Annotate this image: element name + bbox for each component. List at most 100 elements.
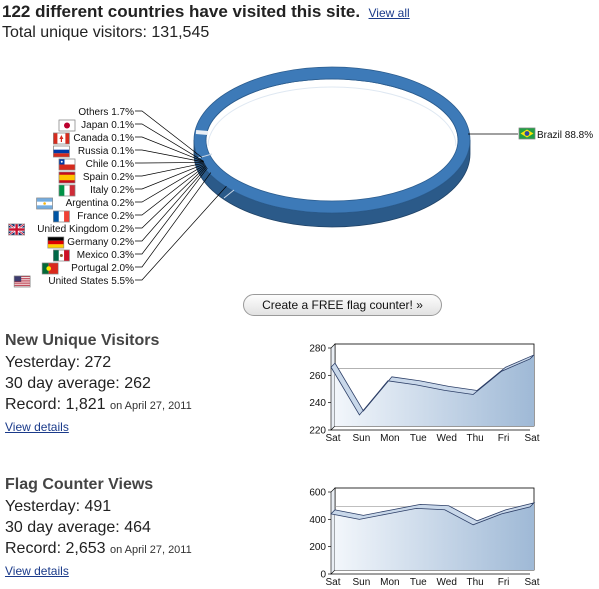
y-tick-label: 200 [309,542,326,553]
record-date: on April 27, 2011 [109,544,192,556]
ring-top [193,66,471,214]
x-tick-label: Sat [325,433,340,444]
country-label: United States 5.5% [48,276,134,287]
legend-item-spain: Spain 0.2% [58,162,205,184]
usa-flag-icon [13,275,31,288]
country-label: Brazil 88.8% [537,130,593,141]
country-label: Others 1.7% [78,107,134,118]
country-label: Canada 0.1% [73,133,134,144]
chile-flag-icon [58,158,76,171]
yesterday-value: Yesterday: 491 [5,498,112,515]
y-tick-label: 0 [320,570,326,581]
average-value: 30 day average: 464 [5,519,151,536]
view-details-link[interactable]: View details [5,564,69,578]
france-flag-icon [53,210,70,223]
record-value: Record: 2,653 [5,540,106,557]
country-label: Spain 0.2% [83,172,134,183]
area-ribbon [330,354,535,416]
y-tick-label: 220 [309,426,326,437]
y-tick-label: 600 [309,488,326,499]
x-tick-label: Sat [325,577,340,588]
legend-item-others: Others 1.7% [78,107,203,158]
legend-item-france: France 0.2% [53,165,206,223]
panel-title: New Unique Visitors [5,332,160,349]
brazil-flag-icon [518,127,536,140]
view-details-link[interactable]: View details [5,420,69,434]
x-tick-label: Sun [353,577,371,588]
y-tick-label: 400 [309,515,326,526]
legend-item-chile: Chile 0.1% [58,158,205,171]
germany-flag-icon [47,236,65,249]
canada-flag-icon [53,132,70,145]
create-flag-counter-button[interactable]: Create a FREE flag counter! » [243,294,442,316]
legend-item-italy: Italy 0.2% [58,163,205,197]
x-tick-label: Wed [437,433,457,444]
leader-line [135,166,207,242]
legend-item-united-states: United States 5.5% [13,185,227,288]
leader-line [135,163,205,190]
leader-line [135,166,207,229]
leader-line [135,185,227,281]
country-label: Argentina 0.2% [66,198,134,209]
x-tick-label: Thu [467,577,484,588]
legend-item-canada: Canada 0.1% [53,132,204,162]
country-label: Mexico 0.3% [77,250,134,261]
x-tick-label: Fri [498,433,510,444]
country-label: Japan 0.1% [81,120,134,131]
record-value: Record: 1,821 [5,396,106,413]
x-tick-label: Mon [380,433,399,444]
portugal-flag-icon [41,262,59,275]
x-tick-label: Sun [353,433,371,444]
area-ribbon [330,502,536,526]
x-tick-label: Tue [410,577,427,588]
leader-line [135,136,204,162]
leader-line [135,164,206,203]
area-fill [335,354,534,426]
leader-line [135,149,204,163]
average-value: 30 day average: 262 [5,375,151,392]
country-label: United Kingdom 0.2% [37,224,134,235]
leader-line [135,162,205,177]
country-label: Chile 0.1% [86,159,134,170]
flag-views-chart: 0 200 400 600 Sat Sun Mon Tue Wed Thu Fri Sat [309,487,540,588]
x-tick-label: Tue [410,433,427,444]
legend-item-argentina: Argentina 0.2% [36,164,206,210]
country-label: Russia 0.1% [78,146,134,157]
record-date: on April 27, 2011 [109,400,192,412]
uk-flag-icon [8,223,26,236]
legend-item-germany: Germany 0.2% [47,166,207,249]
x-tick-label: Mon [380,577,399,588]
legend-item-japan: Japan 0.1% [58,119,204,162]
country-ring-chart: Others 1.7% Japan 0.1% Canada 0.1% Russia 0… [8,66,593,288]
italy-flag-icon [58,184,76,197]
yesterday-value: Yesterday: 272 [5,354,112,371]
y-tick-label: 240 [309,398,326,409]
leader-line [135,110,203,158]
leader-line [135,172,212,268]
legend-item-brazil: Brazil 88.8% [468,127,593,141]
legend-item-portugal: Portugal 2.0% [41,172,212,275]
leader-line [135,123,204,162]
y-tick-label: 280 [309,344,326,355]
flag-counter-views-panel: Flag Counter Views Yesterday: 491 30 day… [5,476,290,580]
headline: 122 different countries have visited thi… [2,2,361,21]
x-tick-label: Wed [437,577,457,588]
x-tick-label: Sat [524,577,539,588]
country-label: Portugal 2.0% [71,263,134,274]
view-all-link[interactable]: View all [368,6,410,20]
y-tick-label: 260 [309,371,326,382]
country-label: France 0.2% [77,211,134,222]
japan-flag-icon [58,119,76,132]
legend-item-united-kingdom: United Kingdom 0.2% [8,166,207,236]
legend-item-mexico: Mexico 0.3% [53,167,208,262]
unique-visitors-chart: 220 240 260 280 Sat Sun Mon Tue Wed Thu Fri Sat [309,343,540,444]
leader-line [135,167,208,255]
spain-flag-icon [58,171,76,184]
country-label: Germany 0.2% [67,237,134,248]
argentina-flag-icon [36,197,53,210]
header: 122 different countries have visited thi… [2,2,597,42]
russia-flag-icon [53,145,70,158]
x-tick-label: Thu [467,433,484,444]
leader-line [135,165,206,216]
leader-line [135,162,205,164]
